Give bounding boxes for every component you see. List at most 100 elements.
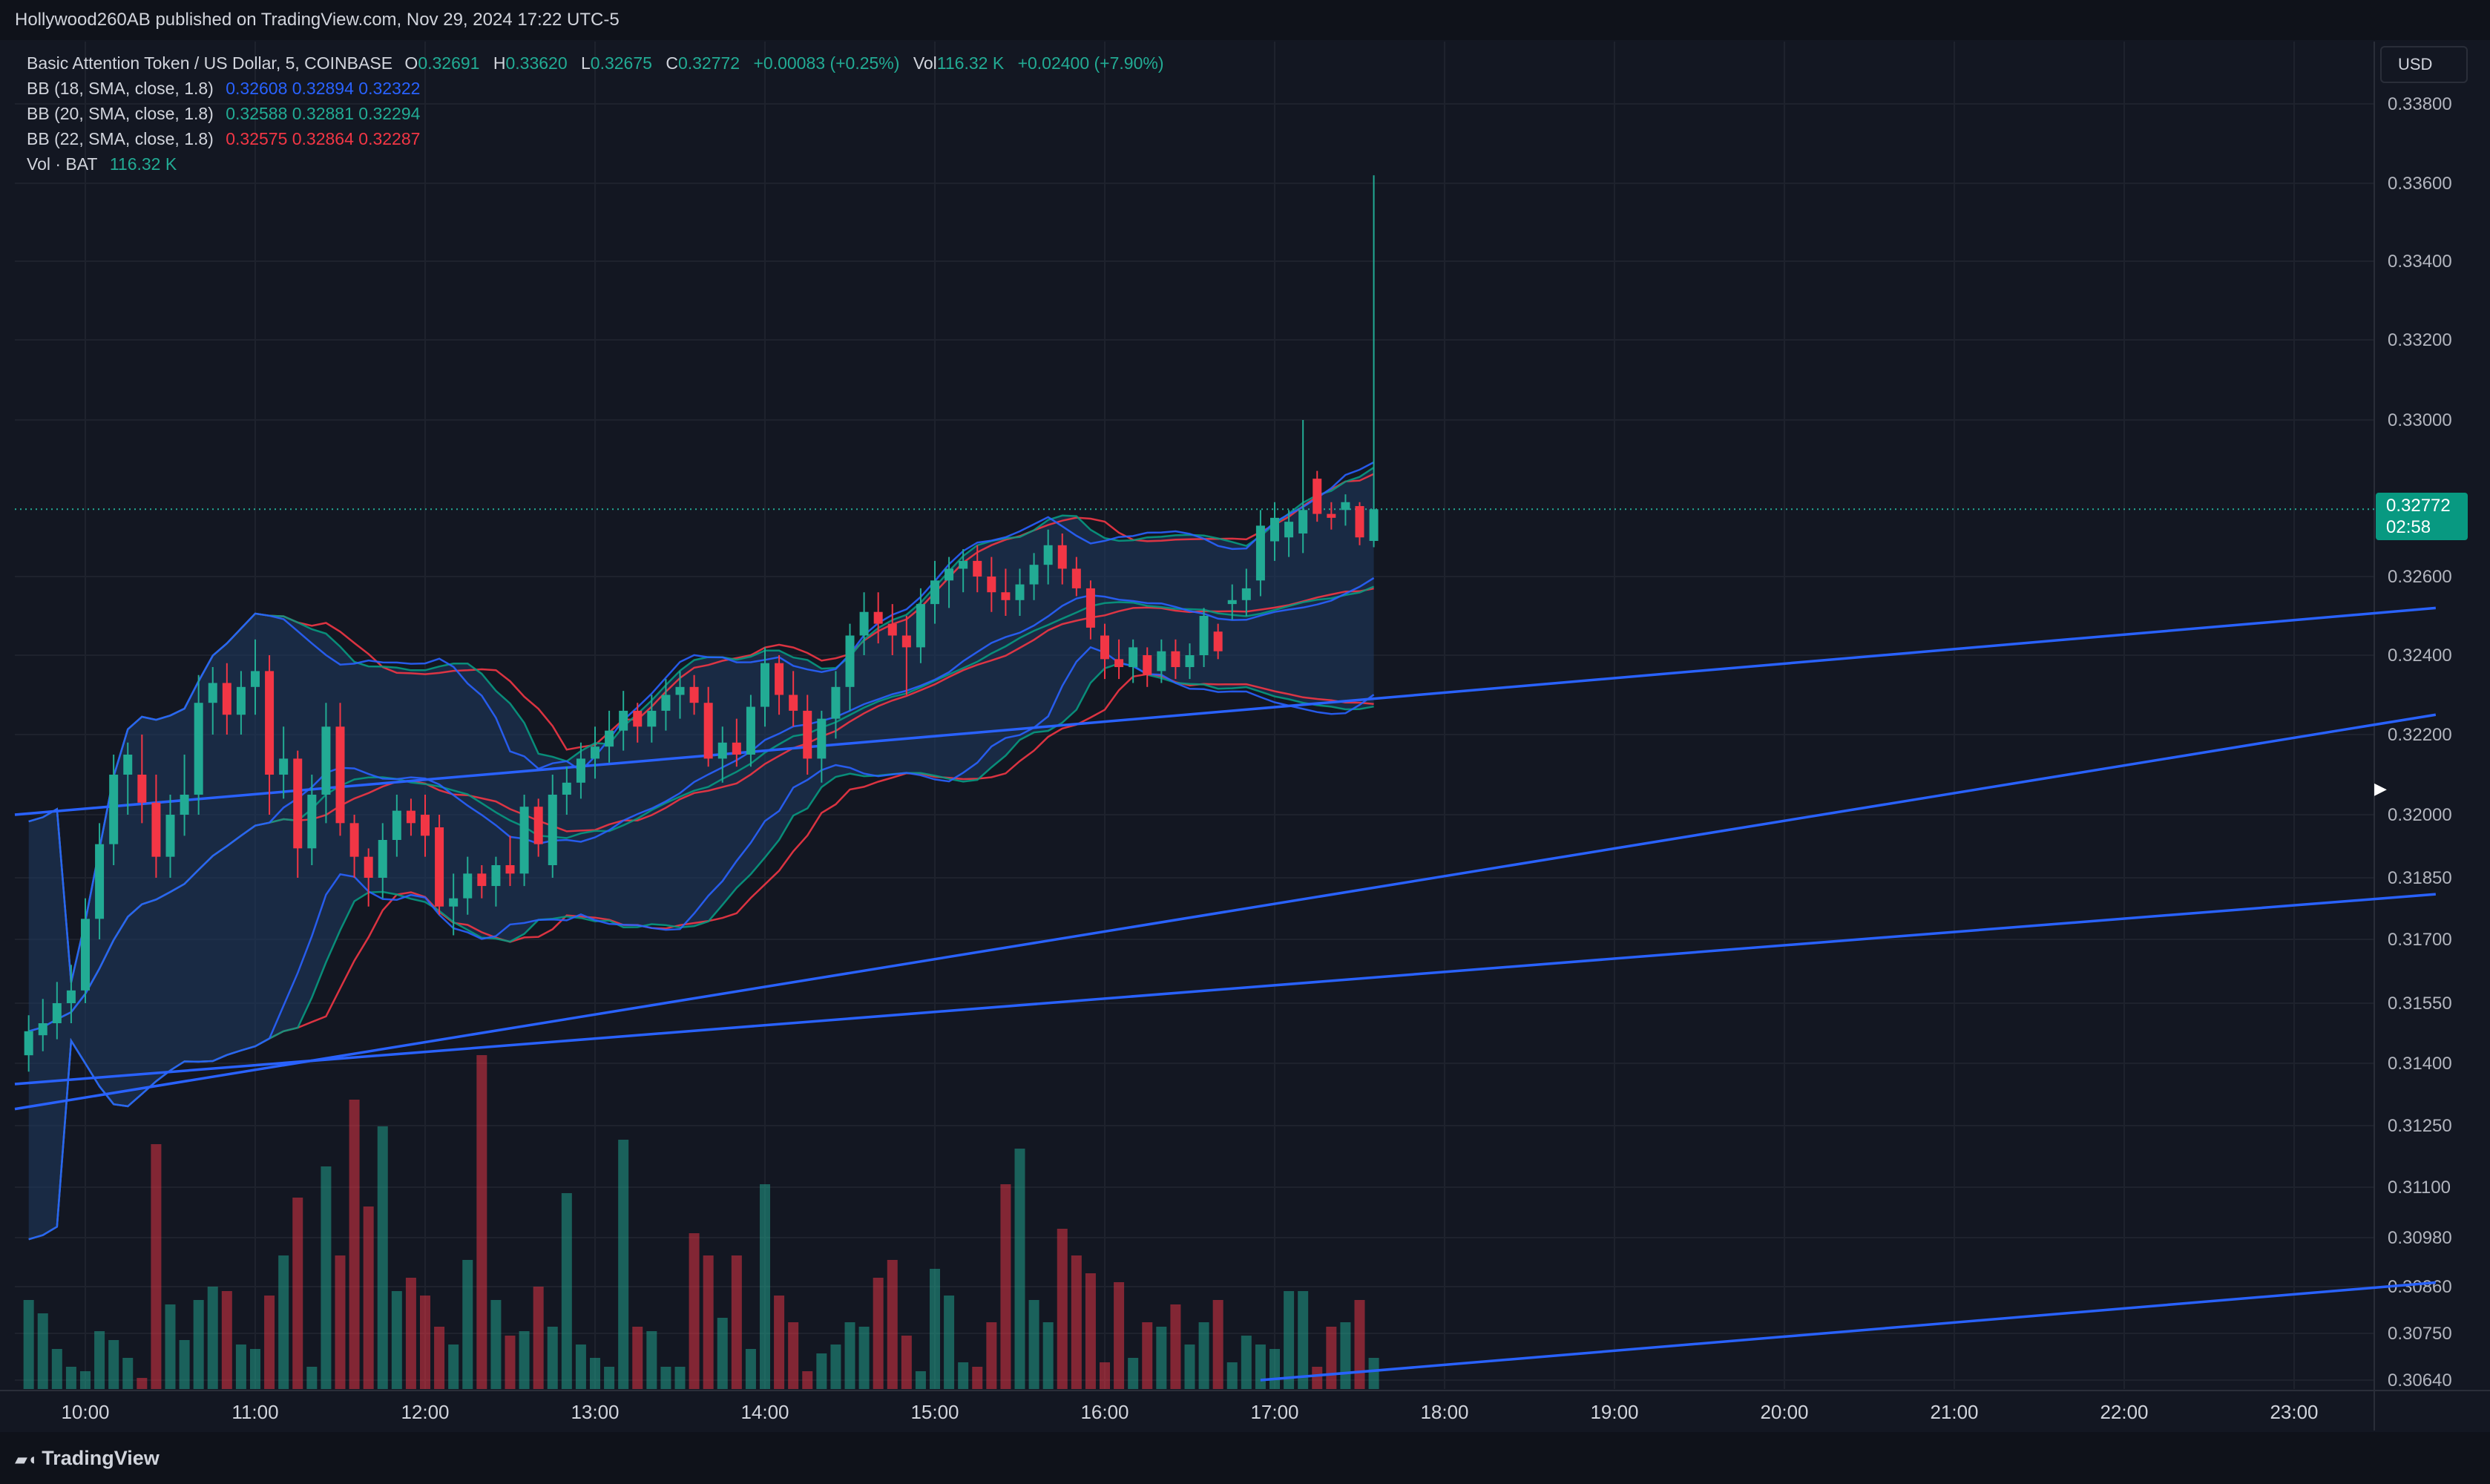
volume-bar <box>986 1322 997 1389</box>
candle-body <box>1227 600 1237 605</box>
candle-body <box>945 568 954 581</box>
bb2-upper: 0.32881 <box>292 104 354 123</box>
volume-bar <box>37 1313 48 1389</box>
candle-body <box>1157 651 1166 672</box>
legend-volume-row[interactable]: Vol · BAT 116.32 K <box>27 151 1164 177</box>
volume-bar <box>1170 1304 1181 1389</box>
candle-body <box>873 611 883 624</box>
candle-body <box>619 710 628 731</box>
volume-bar <box>618 1140 629 1389</box>
last-price-value: 0.32772 <box>2386 496 2451 516</box>
candle-body <box>1341 502 1350 510</box>
volume-bar <box>179 1340 190 1389</box>
candle-body <box>1241 588 1251 600</box>
trendline <box>14 893 2436 1086</box>
volume-bar <box>887 1260 898 1389</box>
currency-selector[interactable]: USD <box>2380 46 2468 83</box>
volume-bar <box>760 1184 770 1389</box>
candle-body <box>1057 545 1067 569</box>
volume-bar <box>1340 1322 1351 1389</box>
candle-body <box>1171 651 1180 668</box>
legend-symbol-row: Basic Attention Token / US Dollar, 5, CO… <box>27 50 1164 76</box>
scroll-to-realtime-icon[interactable]: ▶ <box>2374 779 2387 798</box>
volume-bar <box>901 1336 912 1389</box>
candle-body <box>987 577 996 593</box>
candle-body <box>562 782 571 795</box>
volume-bar <box>674 1367 686 1389</box>
candle-body <box>236 686 246 715</box>
open-value: 0.32691 <box>418 53 480 73</box>
volume-bar <box>1269 1349 1280 1389</box>
trendline <box>14 713 2437 1111</box>
candle-body <box>887 623 897 636</box>
candle-body <box>930 580 939 605</box>
volume-bar <box>858 1327 870 1389</box>
volume-bar <box>137 1378 148 1389</box>
x-tick-label: 14:00 <box>740 1401 789 1423</box>
volume-bar <box>1298 1291 1309 1389</box>
candle-body <box>24 1031 33 1056</box>
volume-bar <box>703 1255 714 1389</box>
volume-bar <box>264 1296 275 1389</box>
volume-bar <box>1198 1322 1209 1389</box>
candle-body <box>647 710 657 727</box>
y-tick-label: 0.33400 <box>2388 252 2452 272</box>
volume-bar <box>193 1300 204 1389</box>
volume-bar <box>65 1367 76 1389</box>
tradingview-brand[interactable]: ▰◖ TradingView <box>15 1447 160 1470</box>
candle-body <box>449 898 459 907</box>
volume-bar <box>816 1353 827 1389</box>
volume-bar <box>547 1327 558 1389</box>
volume-series-value: 116.32 K <box>109 154 177 174</box>
candle-body <box>95 844 105 919</box>
volume-bar <box>1057 1229 1068 1389</box>
x-tick-label: 16:00 <box>1080 1401 1129 1423</box>
volume-bar <box>505 1336 516 1389</box>
tradingview-logo-icon: ▰◖ <box>15 1450 38 1468</box>
candle-body <box>959 560 968 569</box>
y-tick-label: 0.33000 <box>2388 410 2452 430</box>
candle-body <box>1355 506 1364 538</box>
volume-bar <box>391 1291 402 1389</box>
candle-body <box>1114 659 1124 668</box>
volume-bar <box>235 1345 246 1389</box>
volume-bar <box>108 1340 119 1389</box>
candle-body <box>519 807 529 874</box>
candle-body <box>364 856 373 878</box>
volume-bar <box>788 1322 799 1389</box>
trendline <box>14 606 2436 816</box>
high-label: H <box>493 53 506 73</box>
volume-bar <box>1071 1255 1082 1389</box>
candle-body <box>633 710 643 727</box>
x-tick-label: 20:00 <box>1760 1401 1808 1423</box>
candle-body <box>717 742 727 759</box>
vol-value: 116.32 K <box>936 53 1005 73</box>
legend-bb1-row[interactable]: BB (18, SMA, close, 1.8) 0.32608 0.32894… <box>27 76 1164 101</box>
candle-body <box>463 873 473 899</box>
candle-body <box>1071 568 1081 588</box>
candle-body <box>1129 647 1138 668</box>
candle-body <box>1199 616 1209 655</box>
legend-bb3-row[interactable]: BB (22, SMA, close, 1.8) 0.32575 0.32864… <box>27 126 1164 151</box>
low-value: 0.32675 <box>590 53 652 73</box>
candle-body <box>1327 513 1336 518</box>
candle-body <box>208 683 217 703</box>
volume-bar <box>915 1371 926 1389</box>
x-tick-label: 12:00 <box>401 1401 449 1423</box>
volume-bar <box>590 1358 600 1389</box>
legend-bb2-row[interactable]: BB (20, SMA, close, 1.8) 0.32588 0.32881… <box>27 101 1164 126</box>
bb-band-fill <box>28 467 1374 1240</box>
symbol-title[interactable]: Basic Attention Token / US Dollar, 5, CO… <box>27 53 393 73</box>
candle-body <box>689 686 699 703</box>
volume-bar <box>1368 1358 1379 1389</box>
trendline <box>1260 1281 2436 1382</box>
y-tick-label: 0.31700 <box>2388 930 2452 950</box>
candle-body <box>1369 509 1379 541</box>
y-tick-label: 0.33600 <box>2388 174 2452 194</box>
candle-body <box>973 560 982 577</box>
candle-body <box>901 635 911 648</box>
bb2-label: BB (20, SMA, close, 1.8) <box>27 104 214 123</box>
volume-bar <box>1042 1322 1054 1389</box>
volume-bar <box>306 1367 318 1389</box>
